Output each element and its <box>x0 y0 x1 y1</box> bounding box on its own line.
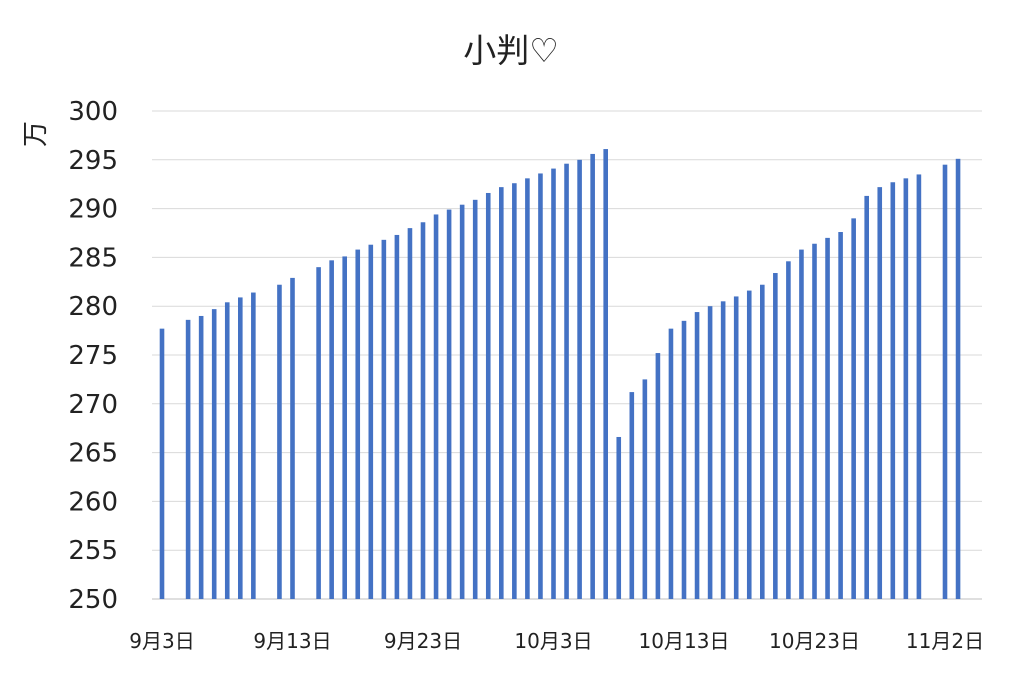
y-tick-label: 260 <box>68 487 118 517</box>
x-tick-label: 10月23日 <box>769 629 860 653</box>
bar <box>224 302 230 599</box>
y-tick-label: 300 <box>68 97 118 127</box>
bar <box>786 261 791 599</box>
bar <box>238 297 243 599</box>
x-tick-label: 11月2日 <box>906 629 984 653</box>
y-tick-label: 250 <box>68 585 118 615</box>
bar <box>799 249 804 599</box>
y-tick-label: 280 <box>68 292 118 322</box>
bar <box>642 379 648 599</box>
bar <box>525 178 530 599</box>
x-tick-label: 9月3日 <box>129 629 194 653</box>
bar <box>590 153 595 599</box>
y-axis-ticks: 250 255 260 265 270 275 280 285 290 295 300 <box>68 97 118 615</box>
bar <box>251 292 256 599</box>
bar <box>616 436 622 599</box>
bar <box>694 312 700 599</box>
bar <box>329 260 334 599</box>
y-tick-label: 285 <box>68 243 118 273</box>
bar <box>851 218 856 600</box>
bar <box>564 163 569 599</box>
bar <box>681 320 687 599</box>
bar <box>211 309 217 599</box>
bar <box>446 209 452 599</box>
bar <box>485 192 491 600</box>
bar <box>512 183 517 599</box>
bar <box>472 199 478 599</box>
y-tick-label: 270 <box>68 390 118 420</box>
x-tick-label: 10月13日 <box>639 629 730 653</box>
bar-series <box>159 149 961 600</box>
bar <box>538 173 543 599</box>
bar <box>159 328 165 599</box>
bar <box>368 244 374 599</box>
bar <box>877 187 883 599</box>
bar <box>394 234 400 599</box>
bar <box>355 249 361 599</box>
bar <box>812 243 817 600</box>
x-tick-label: 9月13日 <box>253 629 331 653</box>
bar <box>746 290 752 599</box>
bar <box>459 204 465 599</box>
bar <box>838 232 843 599</box>
bar <box>629 392 635 599</box>
bar <box>916 174 922 599</box>
bar <box>433 214 439 599</box>
bar <box>185 319 191 599</box>
bar <box>316 267 321 599</box>
bar <box>290 277 295 599</box>
bar <box>420 222 426 599</box>
bar <box>903 178 909 599</box>
y-tick-label: 255 <box>68 536 118 566</box>
bar <box>942 164 948 599</box>
x-tick-label: 10月3日 <box>514 629 592 653</box>
x-tick-label: 9月23日 <box>384 629 462 653</box>
x-axis-ticks: 9月3日 9月13日 9月23日 10月3日 10月13日 10月23日 11月2日 <box>129 629 984 653</box>
y-tick-label: 290 <box>68 195 118 225</box>
bar <box>955 158 961 599</box>
bar <box>864 195 869 599</box>
y-tick-label: 275 <box>68 341 118 371</box>
bar <box>707 306 713 599</box>
chart-title: 小判♡ <box>463 31 559 70</box>
y-tick-label: 295 <box>68 146 118 176</box>
y-axis-label: 万 <box>21 121 51 147</box>
bar <box>890 182 896 599</box>
bar <box>720 301 726 599</box>
bar <box>277 284 282 599</box>
bar <box>733 296 739 599</box>
bar <box>603 149 608 599</box>
bar <box>551 168 556 599</box>
bar <box>668 328 674 599</box>
bar <box>773 273 778 599</box>
bar <box>499 187 504 599</box>
bar <box>407 228 413 599</box>
y-tick-label: 265 <box>68 439 118 469</box>
bar <box>655 353 661 599</box>
bar <box>342 256 347 599</box>
bar <box>381 239 387 599</box>
bar <box>825 237 830 599</box>
bar <box>198 315 204 599</box>
bar <box>577 159 582 600</box>
bar <box>760 284 765 599</box>
